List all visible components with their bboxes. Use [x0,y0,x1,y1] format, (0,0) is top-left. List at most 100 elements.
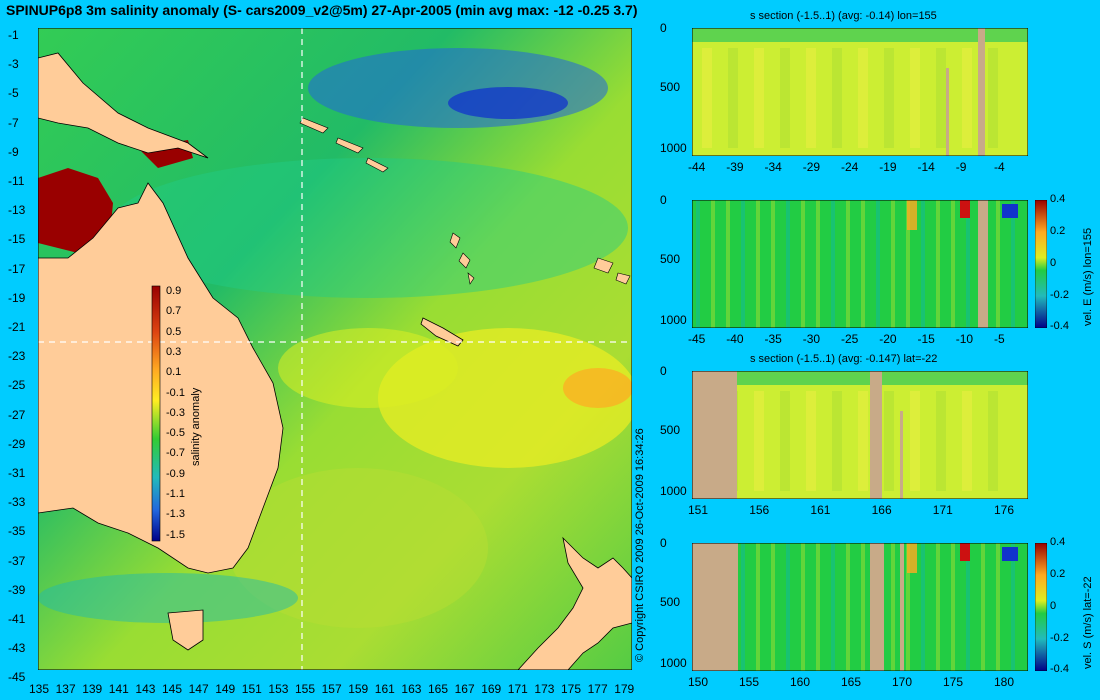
australia-land [38,182,284,574]
map-colorbar-tick: -0.7 [166,447,185,460]
section-depth-tick: 0 [660,21,667,35]
gulf-saline-anomaly [38,168,113,258]
latitude-tick-label: -21 [8,320,26,334]
section-depth-tick: 0 [660,364,667,378]
velocity-colorbar-tick: -0.2 [1050,289,1069,301]
section-x-tick: 156 [749,503,770,517]
section-plot-s-lat [692,371,1028,499]
velocity-colorbar-tick: -0.4 [1050,663,1069,675]
longitude-tick-label: 163 [401,682,422,696]
section-depth-tick: 1000 [660,141,687,156]
map-colorbar-tick: 0.3 [166,345,182,358]
section-x-tick: -4 [994,160,1005,174]
section-plot-s-lon [692,28,1028,156]
map-colorbar-tick: -1.3 [166,508,185,521]
section-x-tick: -24 [841,160,859,174]
latitude-tick-label: -17 [8,261,26,276]
latitude-tick-label: -39 [8,582,26,597]
velocity-colorbar-label: vel. E (m/s) lon=155 [1082,227,1094,326]
latitude-tick-label: -23 [8,349,26,364]
longitude-tick-label: 167 [454,682,475,696]
velocity-colorbar-tick: -0.2 [1050,632,1069,644]
section-x-tick: 170 [892,675,913,689]
velocity-colorbar-tick: 0.4 [1050,536,1066,548]
section-depth-tick: 500 [660,251,681,266]
latitude-tick-label: -15 [8,232,26,247]
longitude-tick-label: 137 [55,682,76,696]
yellow-zone-central [278,328,458,408]
section-depth-tick: 500 [660,422,681,437]
section-x-tick: -10 [955,332,974,346]
tasmania-land [167,609,204,651]
vanuatu-land [449,232,475,285]
section-plot-vel-e [692,200,1028,328]
map-colorbar-tick: -0.3 [166,406,185,419]
section-x-tick: -40 [726,332,744,346]
figure-title: SPINUP6p8 3m salinity anomaly (S- cars20… [6,2,638,18]
map-colorbar-tick: -0.1 [166,386,185,399]
green-band-central [108,158,628,298]
velocity-colorbar-tick: 0.4 [1050,193,1066,205]
section-plot-vel-s [692,543,1028,671]
section-x-tick: -20 [879,332,897,346]
map-colorbar-tick: -0.5 [166,427,185,440]
latitude-tick-label: -35 [8,524,26,539]
tasman-yellow [228,468,488,628]
velocity-colorbar-tick: 0 [1050,600,1057,612]
longitude-tick-label: 173 [534,682,555,696]
velocity-colorbar-tick: 0.2 [1050,568,1066,580]
map-colorbar-tick: 0.7 [166,305,182,318]
new-caledonia-land [420,317,464,347]
section-x-tick: 165 [841,675,862,689]
map-colorbar-label: salinity anomaly [190,387,202,466]
section-x-tick: 180 [994,675,1015,689]
longitude-tick-label: 157 [321,682,342,696]
latitude-tick-label: -7 [8,115,19,130]
longitude-tick-label: 147 [188,682,209,696]
section-x-tick: 150 [688,675,709,689]
section-x-tick: -25 [841,332,859,346]
longitude-tick-label: 179 [614,682,635,696]
longitude-tick-label: 155 [295,682,316,696]
map-colorbar-tick: -1.5 [166,528,185,541]
latitude-tick-label: -29 [8,436,26,451]
velocity-colorbar-tick: -0.4 [1050,320,1069,332]
section-depth-tick: 0 [660,536,667,550]
section-depth-tick: 1000 [660,656,687,671]
latitude-tick-label: -33 [8,495,26,510]
longitude-tick-label: 171 [507,682,528,696]
latitude-tick-label: -9 [8,144,19,159]
section-x-tick: -5 [994,332,1005,346]
section-x-tick: -45 [688,332,706,346]
velocity-colorbar-tick: 0.2 [1050,225,1066,237]
section-x-tick: 151 [688,503,709,517]
section-x-tick: -34 [764,160,782,174]
longitude-tick-label: 135 [29,682,50,696]
latitude-tick-label: -41 [8,612,26,626]
fresh-anomaly-north [308,48,608,128]
latitude-tick-label: -19 [8,290,26,305]
section-x-tick: 171 [932,503,953,517]
section-x-tick: -44 [688,160,706,174]
velocity-colorbar [1035,200,1047,328]
map-colorbar [151,285,161,542]
velocity-colorbar [1035,543,1047,671]
latitude-tick-label: -45 [8,670,26,685]
longitude-tick-label: 151 [241,682,262,696]
latitude-tick-label: -1 [8,28,19,42]
section-x-tick: -30 [802,332,821,346]
longitude-tick-label: 175 [561,682,582,696]
latitude-tick-label: -3 [8,57,19,72]
section-depth-tick: 0 [660,193,667,207]
new-zealand-land [517,536,632,670]
map-colorbar-tick: 0.1 [166,366,182,379]
section-depth-tick: 1000 [660,313,687,328]
section-x-tick: -9 [955,160,967,174]
orange-patch-east [563,368,632,408]
section-depth-tick: 1000 [660,484,687,499]
map-colorbar-tick: 0.5 [166,325,182,338]
section-x-tick: -15 [917,332,935,346]
section-x-tick: 160 [790,675,811,689]
map-colorbar-tick: -1.1 [166,488,185,500]
latitude-tick-label: -5 [8,86,19,101]
